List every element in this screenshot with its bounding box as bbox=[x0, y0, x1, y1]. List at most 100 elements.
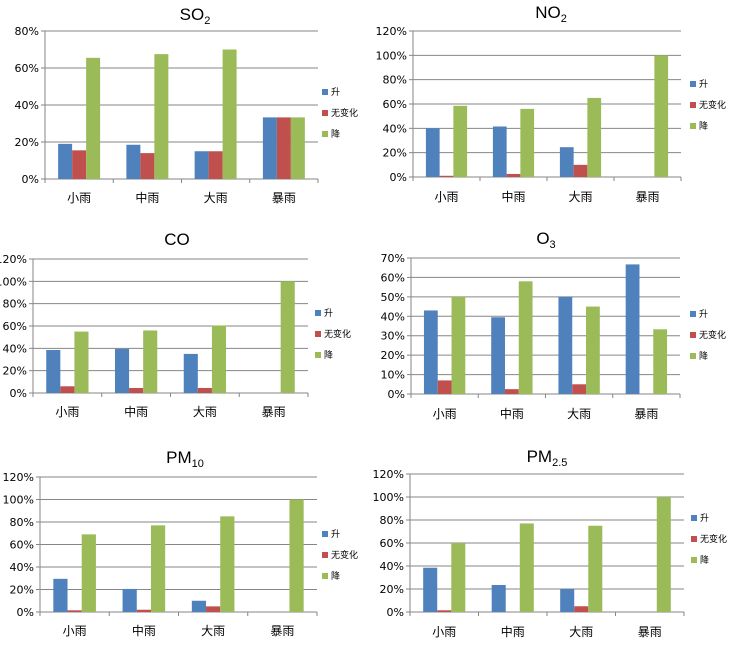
y-tick-label: 60% bbox=[380, 537, 404, 550]
bar-rise bbox=[191, 600, 207, 612]
bar-fall bbox=[280, 281, 295, 393]
y-tick-label: 0% bbox=[10, 387, 27, 400]
bar-fall bbox=[654, 55, 669, 178]
bar-fall bbox=[143, 330, 158, 393]
bar-nochange bbox=[67, 610, 82, 612]
y-tick-label: 20% bbox=[15, 136, 39, 149]
legend-swatch bbox=[690, 311, 696, 317]
x-tick-label: 暴雨 bbox=[634, 407, 658, 421]
y-tick-label: 40% bbox=[383, 122, 407, 135]
y-tick-label: 100% bbox=[3, 494, 34, 507]
legend-label: 无变化 bbox=[699, 329, 726, 341]
bar-rise bbox=[53, 578, 68, 612]
legend-swatch bbox=[315, 352, 321, 358]
bar-rise bbox=[194, 151, 209, 179]
bar-nochange bbox=[504, 389, 519, 394]
legend-label: 无变化 bbox=[331, 107, 358, 119]
chart-title-main: PM bbox=[527, 447, 553, 466]
chart-title: PM10 bbox=[166, 448, 204, 470]
legend-swatch bbox=[322, 110, 328, 116]
bar-nochange bbox=[439, 175, 454, 177]
legend-label: 升 bbox=[699, 79, 708, 90]
bar-rise bbox=[492, 126, 507, 177]
chart-title-subscript: 2 bbox=[204, 15, 210, 27]
x-tick-label: 小雨 bbox=[434, 190, 458, 204]
bar-fall bbox=[656, 497, 671, 612]
bar-rise bbox=[491, 317, 505, 394]
bar-rise bbox=[559, 147, 574, 177]
y-tick-label: 40% bbox=[381, 310, 405, 323]
bar-fall bbox=[588, 525, 603, 612]
bar-fall bbox=[587, 97, 602, 177]
legend-label: 降 bbox=[331, 128, 340, 140]
chart-title-main: NO bbox=[535, 3, 561, 22]
x-tick-label: 大雨 bbox=[568, 190, 592, 204]
bar-rise bbox=[262, 117, 277, 179]
legend-label: 降 bbox=[699, 350, 708, 362]
y-tick-label: 40% bbox=[10, 561, 34, 574]
chart-title-subscript: 10 bbox=[192, 458, 204, 470]
bar-fall bbox=[451, 296, 466, 394]
x-tick-label: 中雨 bbox=[135, 190, 159, 205]
y-tick-label: 80% bbox=[3, 298, 27, 311]
x-tick-label: 小雨 bbox=[63, 624, 87, 638]
bar-rise bbox=[560, 589, 575, 612]
legend-swatch bbox=[322, 131, 328, 137]
x-tick-label: 小雨 bbox=[432, 625, 456, 639]
bar-fall bbox=[222, 49, 237, 179]
bar-fall bbox=[453, 105, 468, 177]
bar-fall bbox=[74, 331, 89, 393]
legend-label: 升 bbox=[699, 309, 708, 320]
bar-fall bbox=[451, 543, 466, 612]
chart-title: CO bbox=[164, 230, 190, 249]
y-tick-label: 0% bbox=[17, 606, 34, 619]
y-tick-label: 20% bbox=[383, 147, 407, 160]
chart-title: NO2 bbox=[535, 3, 567, 25]
x-tick-label: 大雨 bbox=[567, 407, 591, 421]
y-tick-label: 20% bbox=[10, 584, 34, 597]
bar-nochange bbox=[437, 380, 452, 394]
y-tick-label: 0% bbox=[390, 171, 407, 184]
x-tick-label: 暴雨 bbox=[262, 405, 286, 419]
x-tick-label: 暴雨 bbox=[270, 624, 294, 638]
y-tick-label: 50% bbox=[381, 291, 405, 304]
bar-nochange bbox=[136, 609, 151, 612]
y-tick-label: 60% bbox=[383, 98, 407, 111]
legend-swatch bbox=[322, 573, 328, 579]
legend-swatch bbox=[690, 332, 696, 338]
chart-title-subscript: 3 bbox=[550, 239, 556, 251]
legend-swatch bbox=[315, 331, 321, 337]
bar-rise bbox=[491, 584, 506, 612]
legend-label: 升 bbox=[331, 529, 340, 540]
legend-swatch bbox=[322, 552, 328, 558]
y-tick-label: 60% bbox=[3, 320, 27, 333]
bar-fall bbox=[653, 329, 668, 394]
y-tick-label: 10% bbox=[381, 369, 405, 382]
x-tick-label: 中雨 bbox=[124, 404, 148, 419]
y-tick-label: 80% bbox=[15, 25, 39, 38]
y-tick-label: 80% bbox=[380, 514, 404, 527]
chart-title-main: PM bbox=[166, 448, 192, 467]
bar-nochange bbox=[437, 610, 452, 612]
bar-nochange bbox=[197, 387, 212, 393]
bar-fall bbox=[520, 108, 535, 177]
x-tick-label: 大雨 bbox=[204, 191, 228, 205]
x-tick-label: 中雨 bbox=[500, 406, 524, 421]
y-tick-label: 100% bbox=[373, 491, 404, 504]
bar-fall bbox=[289, 499, 304, 612]
y-tick-label: 120% bbox=[373, 468, 404, 481]
y-tick-label: 120% bbox=[0, 253, 27, 266]
chart-title-subscript: 2 bbox=[561, 13, 567, 25]
legend-label: 升 bbox=[700, 513, 709, 524]
y-tick-label: 0% bbox=[22, 173, 39, 186]
bar-fall bbox=[154, 54, 169, 179]
x-tick-label: 小雨 bbox=[55, 405, 79, 419]
bar-nochange bbox=[208, 151, 223, 179]
